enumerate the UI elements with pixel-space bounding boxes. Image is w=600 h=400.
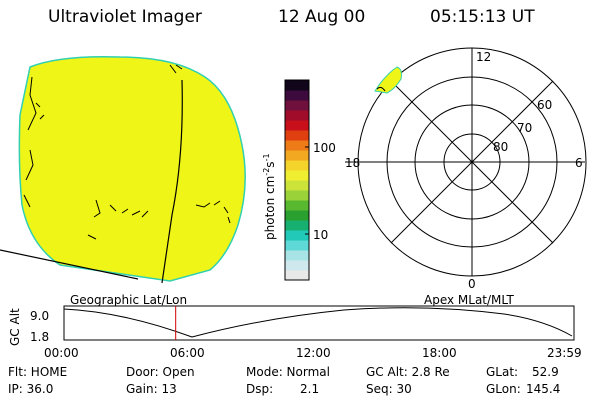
image-time: 05:15:13 UT — [430, 7, 535, 27]
timeline-xtick-4: 23:59 — [547, 346, 582, 360]
colorbar-segment — [285, 220, 309, 231]
altitude-curve — [63, 307, 573, 338]
timeline-left-title: Geographic Lat/Lon — [70, 293, 188, 307]
horizon-line — [0, 249, 139, 280]
colorbar-segment — [285, 200, 309, 211]
status-dsp-label: Dsp: — [246, 382, 274, 396]
status-glon-value: 145.4 — [526, 382, 561, 396]
status-flight: Flt: HOME — [8, 365, 68, 379]
status-glon-label: GLon: — [486, 382, 521, 396]
timeline-right-title: Apex MLat/MLT — [424, 293, 514, 307]
status-glat-label: GLat: — [486, 365, 519, 379]
colorbar-segment — [285, 210, 309, 221]
timeline-ylabel: GC Alt — [8, 308, 22, 346]
polar-mlat-mlt-plot: 12 18 6 0 60 70 80 — [345, 47, 587, 291]
colorbar-segment — [285, 150, 309, 161]
status-dsp-value: 2.1 — [300, 382, 320, 396]
coastline-north — [169, 64, 183, 74]
colorbar-segment — [285, 260, 309, 271]
colorbar-frame — [284, 79, 310, 281]
timeline-xtick-3: 18:00 — [422, 346, 457, 360]
colorbar-segment — [285, 230, 309, 241]
coastline-center — [87, 199, 149, 240]
status-gain: Gain: 13 — [126, 382, 177, 396]
colorbar-segment — [285, 250, 309, 261]
status-door: Door: Open — [126, 365, 195, 379]
timeline-xtick-0: 00:00 — [44, 346, 79, 360]
colorbar-tick-100: 100 — [313, 141, 336, 155]
colorbar-segment — [285, 140, 309, 151]
colorbar-segment — [285, 90, 309, 101]
timeline-y-bottom: 1.8 — [30, 330, 50, 344]
colorbar-segment — [285, 100, 309, 111]
coastline-west — [23, 76, 37, 208]
status-ip: IP: 36.0 — [8, 382, 54, 396]
colorbar-segment — [285, 190, 309, 201]
status-seq: Seq: 30 — [366, 382, 412, 396]
timeline-xtick-2: 12:00 — [296, 346, 331, 360]
colorbar-segment — [285, 240, 309, 251]
colorbar-segment — [285, 160, 309, 171]
color-scale-bar — [284, 79, 310, 281]
colorbar-unit-label: photon cm-2s-1 — [262, 153, 277, 240]
earth-disk — [18, 55, 246, 282]
colorbar-segment — [285, 130, 309, 141]
mlt-label-12: 12 — [476, 50, 491, 64]
altitude-timeline-plot — [63, 305, 575, 341]
colorbar-segment — [285, 110, 309, 121]
coastline-fragment — [35, 102, 45, 120]
colorbar-segment — [285, 170, 309, 181]
mlt-label-18: 18 — [345, 156, 360, 170]
coastline-east — [195, 200, 231, 224]
instrument-title: Ultraviolet Imager — [48, 7, 202, 27]
mlat-label-60: 60 — [537, 98, 552, 112]
image-date: 12 Aug 00 — [278, 7, 366, 27]
timeline-y-top: 9.0 — [30, 309, 50, 323]
colorbar-segment — [285, 270, 309, 281]
status-gc-alt: GC Alt: 2.8 Re — [366, 365, 450, 379]
uv-earth-image — [0, 55, 246, 284]
mlat-label-70: 70 — [517, 121, 532, 135]
mlt-label-0: 0 — [468, 277, 476, 291]
timeline-frame — [63, 305, 575, 341]
status-mode: Mode: Normal — [246, 365, 330, 379]
status-glat-value: 52.9 — [532, 365, 559, 379]
mlt-label-6: 6 — [575, 156, 583, 170]
colorbar-tick-10: 10 — [313, 228, 329, 242]
timeline-xtick-1: 06:00 — [170, 346, 205, 360]
colorbar-segment — [285, 120, 309, 131]
colorbar-segment — [285, 80, 309, 91]
colorbar-segment — [285, 180, 309, 191]
aurora-patch — [374, 66, 402, 94]
mlat-label-80: 80 — [493, 140, 508, 154]
meridian-line — [161, 79, 183, 284]
